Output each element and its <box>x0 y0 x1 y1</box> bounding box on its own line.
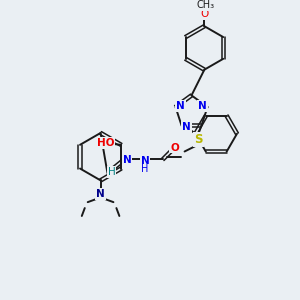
Text: H: H <box>108 167 115 177</box>
Text: O: O <box>200 9 208 19</box>
Text: N: N <box>141 156 149 167</box>
Text: S: S <box>194 133 203 146</box>
Text: N: N <box>182 122 191 132</box>
Text: HO: HO <box>97 138 114 148</box>
Text: N: N <box>96 189 105 199</box>
Text: N: N <box>123 155 132 165</box>
Text: H: H <box>141 164 149 174</box>
Text: N: N <box>176 101 185 111</box>
Text: O: O <box>170 142 179 152</box>
Text: CH₃: CH₃ <box>196 0 214 11</box>
Text: N: N <box>198 101 207 111</box>
